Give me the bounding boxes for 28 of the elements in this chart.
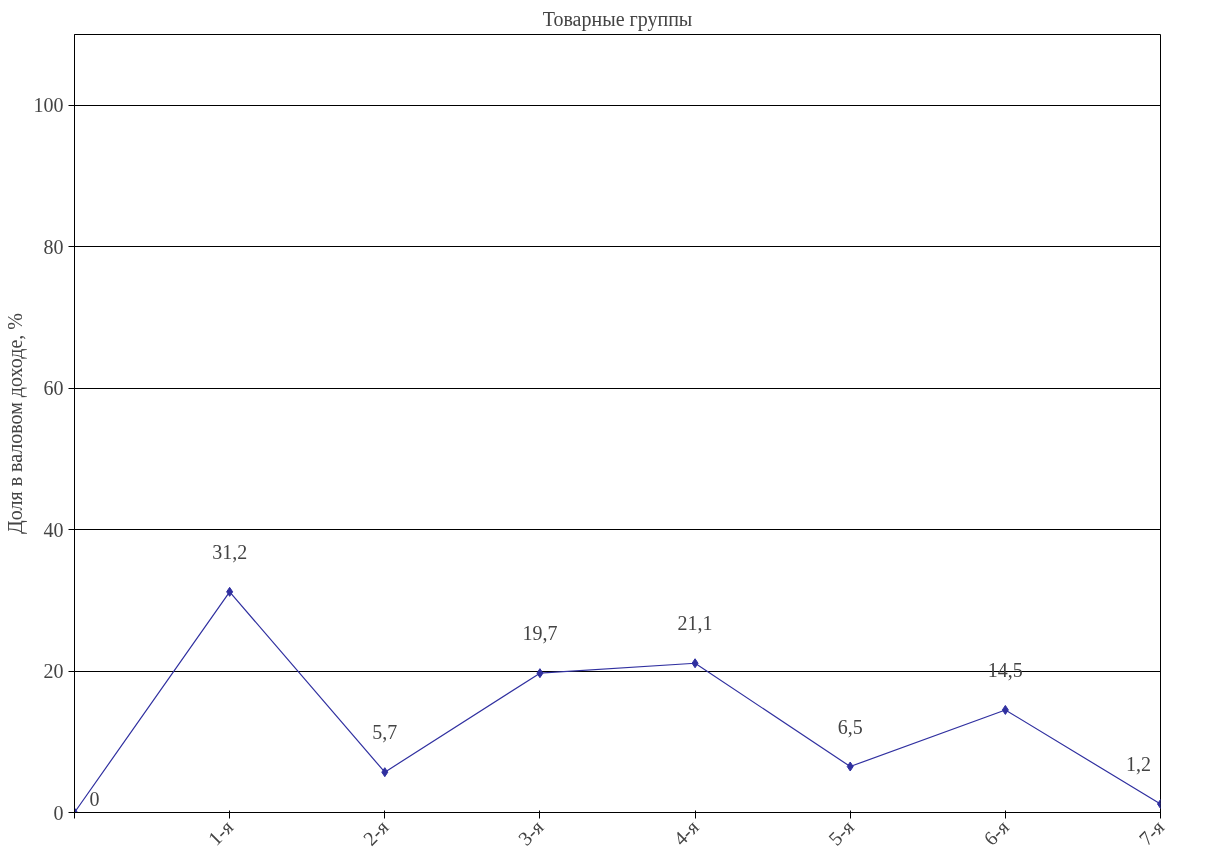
x-tick-label: 5-я xyxy=(824,815,858,850)
y-tick-label: 0 xyxy=(53,801,64,824)
y-tick-label: 40 xyxy=(43,518,64,541)
y-tick-label: 100 xyxy=(33,94,64,117)
x-tick-label: 1-я xyxy=(203,815,238,850)
data-label: 1,2 xyxy=(1126,753,1151,776)
x-tick-label: 2-я xyxy=(358,815,393,850)
data-label: 31,2 xyxy=(212,540,248,563)
data-label: 19,7 xyxy=(522,622,558,645)
y-tick-label: 20 xyxy=(43,660,64,683)
y-axis-title: Доля в валовом доходе, % xyxy=(3,313,27,534)
point xyxy=(226,586,234,597)
data-label: 6,5 xyxy=(837,715,863,738)
data-label: 21,1 xyxy=(677,612,713,635)
x-tick-label: 3-я xyxy=(513,815,548,850)
point xyxy=(381,767,389,778)
x-tick-label: 4-я xyxy=(669,815,703,850)
point xyxy=(1001,704,1009,715)
point xyxy=(846,761,854,772)
chart-title: Товарные группы xyxy=(542,7,693,31)
x-tick-label: 6-я xyxy=(979,815,1014,850)
y-tick-label: 60 xyxy=(43,377,64,400)
x-tick-label: 7-я xyxy=(1134,815,1169,850)
y-tick-label: 80 xyxy=(43,235,64,258)
data-label: 5,7 xyxy=(372,721,398,744)
point xyxy=(691,658,699,669)
data-label: 0 xyxy=(89,787,100,810)
point xyxy=(536,668,544,679)
